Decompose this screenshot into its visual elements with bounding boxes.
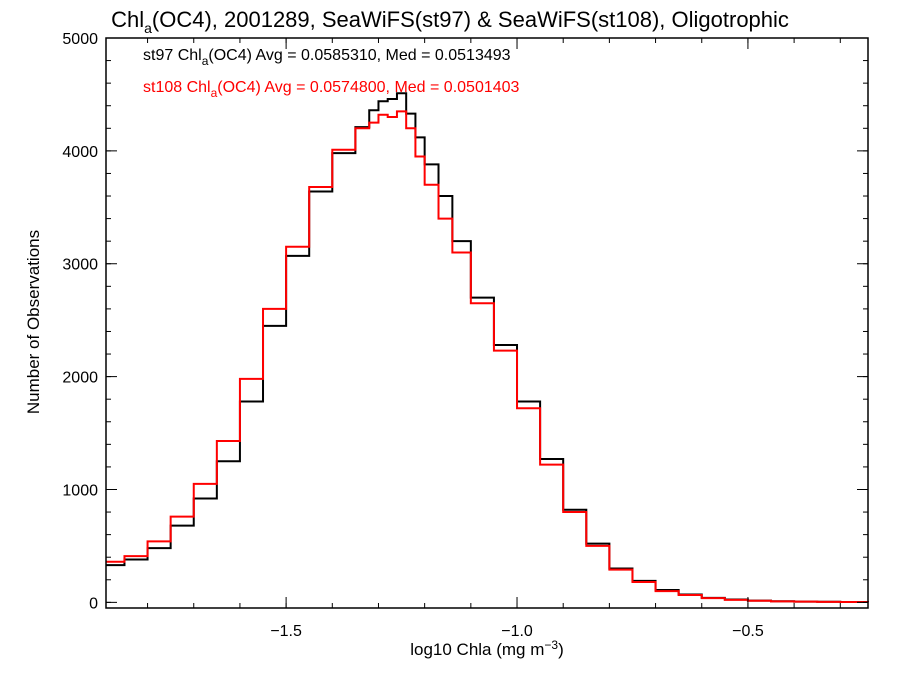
chart-title-subscript: a <box>144 20 152 36</box>
y-tick-label: 0 <box>89 595 98 612</box>
plot-frame <box>105 37 869 609</box>
histogram-series-1 <box>106 110 869 604</box>
y-tick-label: 3000 <box>62 257 98 274</box>
x-axis: −1.5 −1.0 −0.5 <box>147 38 841 640</box>
histogram-series-0 <box>106 92 869 604</box>
chart-title: Chla(OC4), 2001289, SeaWiFS(st97) & SeaW… <box>111 7 789 36</box>
y-tick-label: 1000 <box>62 482 98 499</box>
annotation-st108-post: (OC4) Avg = 0.0574800, Med = 0.0501403 <box>217 79 519 96</box>
x-tick-label: −1.0 <box>501 623 533 640</box>
annotation-st108-pre: st108 Chl <box>143 79 211 96</box>
y-tick-label: 4000 <box>62 144 98 161</box>
y-tick-label: 2000 <box>62 370 98 387</box>
x-tick-label: −1.5 <box>270 623 302 640</box>
chart-title-post: (OC4), 2001289, SeaWiFS(st97) & SeaWiFS(… <box>152 7 789 32</box>
y-tick-label: 5000 <box>62 31 98 48</box>
x-axis-label-pre: log10 Chla (mg m <box>410 640 544 659</box>
x-axis-label-post: ) <box>558 640 564 659</box>
x-axis-label: log10 Chla (mg m−3) <box>410 638 564 659</box>
annotation-st108: st108 Chla(OC4) Avg = 0.0574800, Med = 0… <box>143 79 520 100</box>
x-tick-label: −0.5 <box>732 623 764 640</box>
y-axis-label: Number of Observations <box>24 230 43 414</box>
chart-title-pre: Chl <box>111 7 144 32</box>
plot-content <box>106 92 869 604</box>
annotation-st97: st97 Chla(OC4) Avg = 0.0585310, Med = 0.… <box>143 47 511 68</box>
annotation-st97-post: (OC4) Avg = 0.0585310, Med = 0.0513493 <box>208 47 510 64</box>
x-axis-label-superscript: −3 <box>544 638 558 652</box>
y-axis: 0 1000 2000 3000 4000 5000 <box>62 31 868 612</box>
annotation-st97-subscript: a <box>202 54 209 68</box>
annotation-st108-subscript: a <box>211 86 218 100</box>
annotation-st97-pre: st97 Chl <box>143 47 202 64</box>
